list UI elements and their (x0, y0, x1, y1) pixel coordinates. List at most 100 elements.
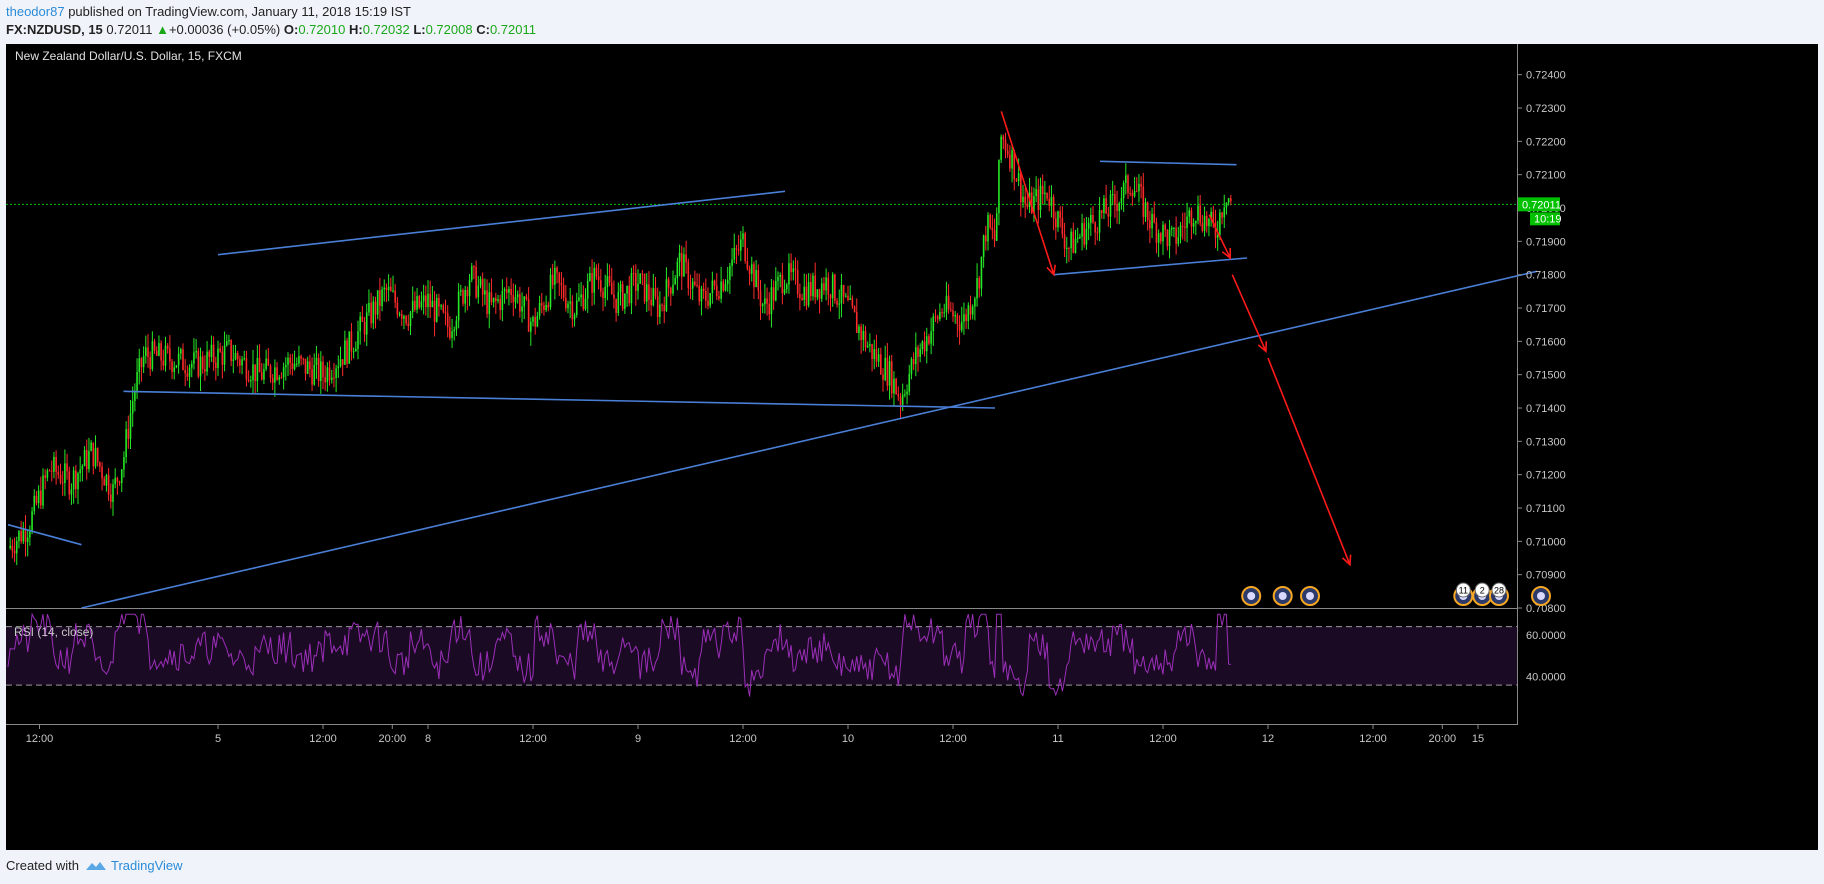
candle-body (558, 272, 561, 283)
candle-body (254, 364, 256, 382)
candle-body (11, 545, 14, 551)
candle-body (632, 273, 635, 275)
candle-body (416, 295, 418, 310)
candle-body (554, 267, 556, 285)
price-chart[interactable]: 0.724000.723000.722000.721000.720000.719… (6, 44, 1818, 850)
candle-body (1063, 234, 1066, 249)
candle-body (1050, 197, 1053, 206)
candle-body (341, 359, 344, 365)
trendline-5[interactable] (1053, 257, 1248, 276)
candle-body (370, 302, 372, 324)
candle-body (190, 363, 193, 368)
arrow-shaft-0[interactable] (1000, 111, 1055, 275)
candle-body (744, 233, 746, 261)
candle-body (1059, 211, 1061, 218)
candle-body (409, 312, 412, 326)
candle-body (1199, 205, 1201, 224)
candle-body (1168, 229, 1171, 247)
candle-body (893, 378, 895, 394)
candle-body (1068, 247, 1070, 249)
candle-body (206, 351, 208, 372)
candle-body (1120, 198, 1123, 204)
candle-body (236, 353, 239, 360)
candle-body (405, 316, 407, 324)
arrow-shaft-2[interactable] (1231, 274, 1267, 352)
candle-body (991, 227, 994, 231)
candle-body (1109, 194, 1112, 217)
candle-body (866, 345, 869, 348)
candle-body (836, 300, 838, 305)
candle-body (1000, 136, 1002, 160)
candle-body (781, 274, 784, 294)
candle-body (175, 365, 178, 368)
high-value: 0.72032 (362, 22, 410, 37)
candle-body (42, 475, 44, 506)
candle-body (363, 321, 366, 335)
candle-body (317, 357, 320, 381)
arrow-shaft-1[interactable] (1208, 214, 1231, 259)
candle-body (976, 278, 978, 299)
candle-body (508, 288, 510, 293)
candle-body (573, 314, 576, 320)
candle-body (335, 368, 337, 378)
arrow-shaft-3[interactable] (1267, 357, 1351, 565)
low-label: L: (413, 22, 426, 37)
candle-body (50, 470, 53, 472)
time-tick-label: 12:00 (309, 733, 337, 745)
trendline-3[interactable] (7, 523, 82, 546)
trendline-4[interactable] (1099, 160, 1237, 166)
candle-body (271, 377, 274, 383)
candle-body (44, 475, 46, 478)
candle-body (803, 286, 806, 300)
candle-body (379, 290, 381, 307)
candle-body (941, 312, 943, 314)
author-link[interactable]: theodor87 (6, 4, 65, 19)
candle-body (939, 312, 941, 320)
candle-body (956, 315, 959, 324)
candle-body (1041, 185, 1044, 195)
candle-body (661, 304, 663, 306)
candle-body (1122, 182, 1125, 199)
candle-body (1140, 183, 1142, 187)
candle-body (48, 470, 51, 472)
candle-body (460, 290, 462, 292)
candle-body (597, 276, 600, 281)
candle-body (571, 301, 574, 320)
candle-body (910, 359, 913, 375)
candle-body (547, 304, 550, 308)
candle-body (110, 494, 112, 502)
candle-body (1157, 233, 1160, 243)
chart-area[interactable]: 0.724000.723000.722000.721000.720000.719… (6, 44, 1818, 850)
candle-body (217, 348, 219, 368)
candle-body (943, 312, 946, 314)
candle-body (595, 267, 598, 277)
candle-body (112, 484, 114, 502)
time-tick-label: 20:00 (379, 733, 407, 745)
candle-body (759, 290, 762, 307)
candle-body (530, 321, 532, 332)
tradingview-link[interactable]: TradingView (85, 858, 183, 873)
candle-body (320, 361, 322, 381)
trendline-1[interactable] (123, 390, 996, 409)
candle-body (906, 391, 908, 395)
candle-body (394, 290, 396, 303)
price-tick-label: 0.72300 (1526, 103, 1566, 115)
trendline-0[interactable] (217, 190, 786, 256)
trendline-2[interactable] (81, 270, 1537, 609)
candle-body (1061, 217, 1064, 235)
candle-body (523, 296, 526, 307)
time-tick-label: 12:00 (939, 733, 967, 745)
candle-body (1076, 237, 1079, 240)
candle-body (501, 290, 504, 311)
candle-body (1092, 214, 1094, 223)
candle-body (643, 273, 646, 302)
candle-body (842, 285, 845, 297)
candle-body (845, 295, 847, 297)
candle-body (812, 275, 814, 297)
candle-body (1216, 235, 1219, 238)
candle-body (298, 356, 300, 364)
candle-body (368, 302, 370, 313)
candle-body (477, 285, 480, 298)
candle-body (1055, 218, 1057, 228)
candle-body (831, 274, 834, 299)
